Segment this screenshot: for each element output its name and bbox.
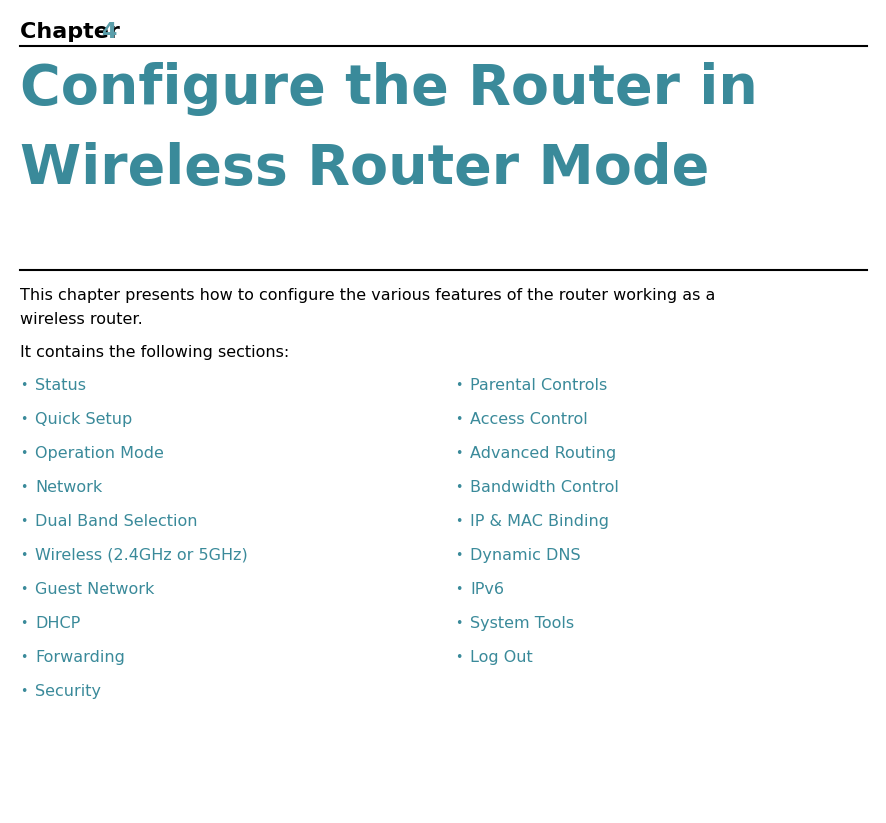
Text: wireless router.: wireless router. [20, 312, 143, 327]
Text: Forwarding: Forwarding [35, 650, 125, 665]
Text: Security: Security [35, 684, 101, 699]
Text: Dynamic DNS: Dynamic DNS [470, 548, 580, 563]
Text: Bandwidth Control: Bandwidth Control [470, 480, 618, 495]
Text: •: • [20, 447, 27, 460]
Text: •: • [455, 515, 462, 528]
Text: Parental Controls: Parental Controls [470, 378, 607, 393]
Text: •: • [455, 549, 462, 562]
Text: Log Out: Log Out [470, 650, 532, 665]
Text: •: • [20, 515, 27, 528]
Text: Access Control: Access Control [470, 412, 587, 427]
Text: •: • [20, 549, 27, 562]
Text: •: • [455, 651, 462, 664]
Text: Configure the Router in: Configure the Router in [20, 62, 757, 116]
Text: •: • [20, 379, 27, 392]
Text: Quick Setup: Quick Setup [35, 412, 132, 427]
Text: •: • [455, 617, 462, 630]
Text: System Tools: System Tools [470, 616, 573, 631]
Text: •: • [20, 413, 27, 426]
Text: 4: 4 [101, 22, 116, 42]
Text: Operation Mode: Operation Mode [35, 446, 164, 461]
Text: •: • [20, 583, 27, 596]
Text: Chapter: Chapter [20, 22, 128, 42]
Text: Guest Network: Guest Network [35, 582, 154, 597]
Text: IP & MAC Binding: IP & MAC Binding [470, 514, 609, 529]
Text: •: • [20, 685, 27, 698]
Text: Dual Band Selection: Dual Band Selection [35, 514, 198, 529]
Text: •: • [20, 617, 27, 630]
Text: •: • [20, 481, 27, 494]
Text: •: • [455, 379, 462, 392]
Text: Network: Network [35, 480, 102, 495]
Text: •: • [455, 447, 462, 460]
Text: •: • [20, 651, 27, 664]
Text: IPv6: IPv6 [470, 582, 503, 597]
Text: Wireless Router Mode: Wireless Router Mode [20, 142, 709, 196]
Text: This chapter presents how to configure the various features of the router workin: This chapter presents how to configure t… [20, 288, 715, 303]
Text: •: • [455, 481, 462, 494]
Text: Advanced Routing: Advanced Routing [470, 446, 616, 461]
Text: DHCP: DHCP [35, 616, 80, 631]
Text: •: • [455, 413, 462, 426]
Text: •: • [455, 583, 462, 596]
Text: Wireless (2.4GHz or 5GHz): Wireless (2.4GHz or 5GHz) [35, 548, 247, 563]
Text: It contains the following sections:: It contains the following sections: [20, 345, 289, 360]
Text: Status: Status [35, 378, 86, 393]
